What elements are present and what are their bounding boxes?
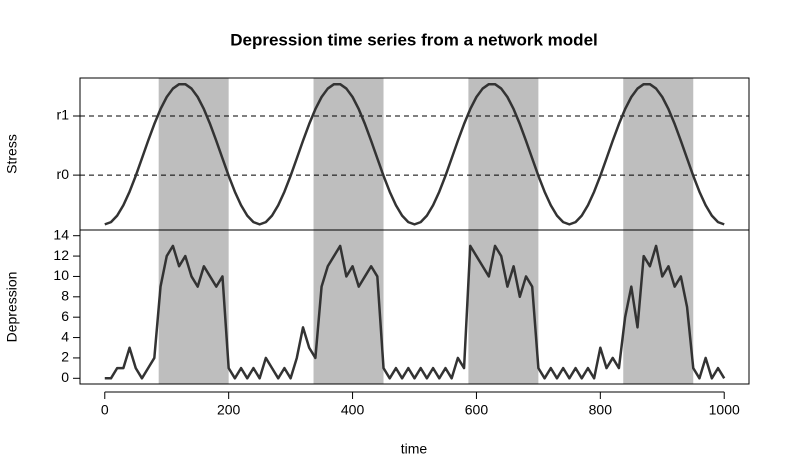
y-axis-label: Depression [4,272,20,343]
y-tick-label: r1 [57,107,70,123]
shaded-region [468,230,539,384]
x-tick-label: 600 [465,402,489,418]
shaded-region [158,230,229,384]
y-tick-label: 0 [61,369,69,385]
x-tick-label: 400 [341,402,365,418]
shaded-region [158,78,229,230]
x-tick-label: 1000 [709,402,740,418]
chart-title: Depression time series from a network mo… [230,30,598,49]
y-tick-label: 12 [53,247,69,263]
y-tick-label: 8 [61,288,69,304]
y-tick-label: 10 [53,267,69,283]
y-tick-label: 4 [61,328,69,344]
y-tick-label: 6 [61,308,69,324]
x-axis-label: time [401,441,428,457]
shaded-region [313,78,384,230]
x-tick-label: 0 [101,402,109,418]
y-axis-label: Stress [4,134,20,174]
plot-frame [79,229,750,385]
y-tick-label: r0 [57,166,70,182]
x-tick-label: 800 [589,402,613,418]
data-line [104,82,725,226]
shaded-region [313,230,384,384]
y-tick-label: 2 [61,349,69,365]
x-tick-label: 200 [217,402,241,418]
y-tick-label: 14 [53,226,69,242]
shaded-region [623,78,694,230]
data-line [104,244,726,380]
shaded-region [468,78,539,230]
